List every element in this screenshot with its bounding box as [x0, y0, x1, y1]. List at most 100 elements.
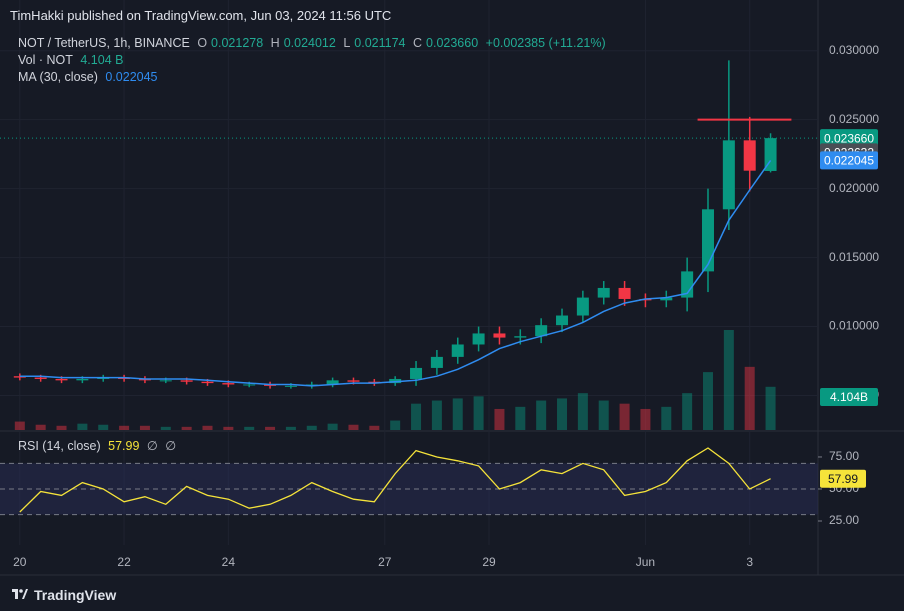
candle-body — [243, 384, 256, 386]
rsi-name: RSI (14, close) — [18, 439, 101, 453]
volume-bar — [536, 400, 547, 430]
x-tick-label: Jun — [636, 555, 655, 569]
volume-bar — [577, 393, 588, 430]
volume-bar — [682, 393, 693, 430]
candle-body — [34, 377, 47, 379]
volume-bar — [557, 398, 568, 430]
volume-name: Vol · NOT — [18, 53, 73, 67]
volume-bar — [431, 400, 442, 430]
ohlc-key: C — [412, 36, 423, 50]
ma-price-label: 0.022045 — [824, 154, 874, 168]
candle-body — [722, 140, 735, 210]
volume-bar — [35, 424, 46, 430]
candle-body — [55, 378, 68, 381]
candle-body — [430, 356, 443, 368]
x-tick-label: 24 — [222, 555, 236, 569]
volume-bar — [640, 408, 651, 430]
volume-bar — [327, 423, 338, 430]
ohlc-value: 0.021278 — [211, 36, 264, 50]
ohlc-value: 0.024012 — [283, 36, 336, 50]
brand: TradingView — [34, 587, 117, 603]
volume-bar — [411, 403, 422, 430]
volume-bar — [619, 403, 630, 430]
candle-body — [347, 380, 360, 382]
ohlc-key: L — [343, 36, 351, 50]
volume-bar — [452, 398, 463, 430]
volume-bar — [723, 330, 734, 430]
rsi-extra: ∅ — [146, 439, 158, 453]
volume-bar — [661, 406, 672, 430]
ma-name: MA (30, close) — [18, 70, 98, 84]
candle-body — [681, 271, 694, 298]
x-tick-label: 3 — [746, 555, 753, 569]
ohlc-value: 0.021174 — [354, 36, 406, 50]
candle-body — [493, 333, 506, 338]
candle-body — [764, 138, 777, 171]
volume-value: 4.104 B — [80, 53, 124, 67]
x-tick-label: 27 — [378, 555, 392, 569]
volume-bar — [265, 426, 276, 430]
volume-bar — [98, 424, 109, 430]
candle-body — [326, 380, 339, 385]
volume-bar — [473, 396, 484, 430]
candle-body — [660, 297, 673, 301]
rsi-extra: ∅ — [165, 439, 177, 453]
volume-bar — [223, 426, 234, 430]
rsi-tick-label: 75.00 — [829, 449, 859, 463]
volume-bar — [494, 408, 505, 430]
y-tick-label: 0.020000 — [829, 181, 879, 195]
candle-body — [597, 287, 610, 298]
candle-body — [284, 385, 297, 387]
rsi-value-box — [820, 469, 866, 488]
last-price-label-box — [820, 129, 878, 148]
volume-bar — [369, 425, 380, 430]
candle-body — [556, 315, 569, 326]
y-tick-label: 0.030000 — [829, 43, 879, 57]
volume-bar — [139, 425, 150, 430]
y-tick-label: 0.025000 — [829, 112, 879, 126]
volume-bar — [160, 426, 171, 430]
ohlc-key: H — [270, 36, 280, 50]
candle-body — [701, 209, 714, 272]
volume-bar — [77, 423, 88, 430]
last-price-label: 0.023660 — [824, 131, 874, 145]
volume-bar — [56, 425, 67, 430]
symbol: NOT / TetherUS, 1h, BINANCE — [18, 36, 190, 50]
rsi-value-label: 57.99 — [828, 472, 858, 486]
change: +0.002385 (+11.21%) — [485, 36, 606, 50]
candle-body — [576, 297, 589, 316]
volume-bar — [515, 406, 526, 430]
candle-body — [410, 367, 423, 379]
candle-body — [201, 381, 214, 384]
volume-label-box — [820, 388, 878, 406]
candle-body — [514, 336, 527, 338]
volume-bar — [244, 426, 255, 430]
rsi-line — [19, 447, 771, 513]
volume-bar — [598, 400, 609, 430]
volume-bar — [306, 425, 317, 430]
ma-value: 0.022045 — [105, 70, 158, 84]
volume-bar — [348, 424, 359, 430]
candle-body — [180, 380, 193, 382]
volume-label: 4.104B — [830, 390, 868, 404]
volume-bar — [765, 386, 776, 430]
candle-body — [618, 287, 631, 299]
candle-body — [535, 325, 548, 337]
ma-price-label-box — [820, 151, 878, 170]
y-tick-label: 0.015000 — [829, 250, 879, 264]
brand-logo — [12, 589, 28, 599]
volume-bar — [181, 426, 192, 430]
x-tick-label: 20 — [13, 555, 27, 569]
rsi-value: 57.99 — [108, 439, 140, 453]
candle-body — [159, 380, 172, 382]
candle-body — [451, 344, 464, 357]
volume-legend: Vol · NOT 4.104 B — [18, 53, 127, 67]
volume-bar — [390, 420, 401, 430]
published-note: TimHakki published on TradingView.com, J… — [10, 8, 392, 23]
volume-bar — [744, 366, 755, 430]
volume-bar — [202, 425, 213, 430]
ma-legend: MA (30, close) 0.022045 — [18, 70, 162, 84]
